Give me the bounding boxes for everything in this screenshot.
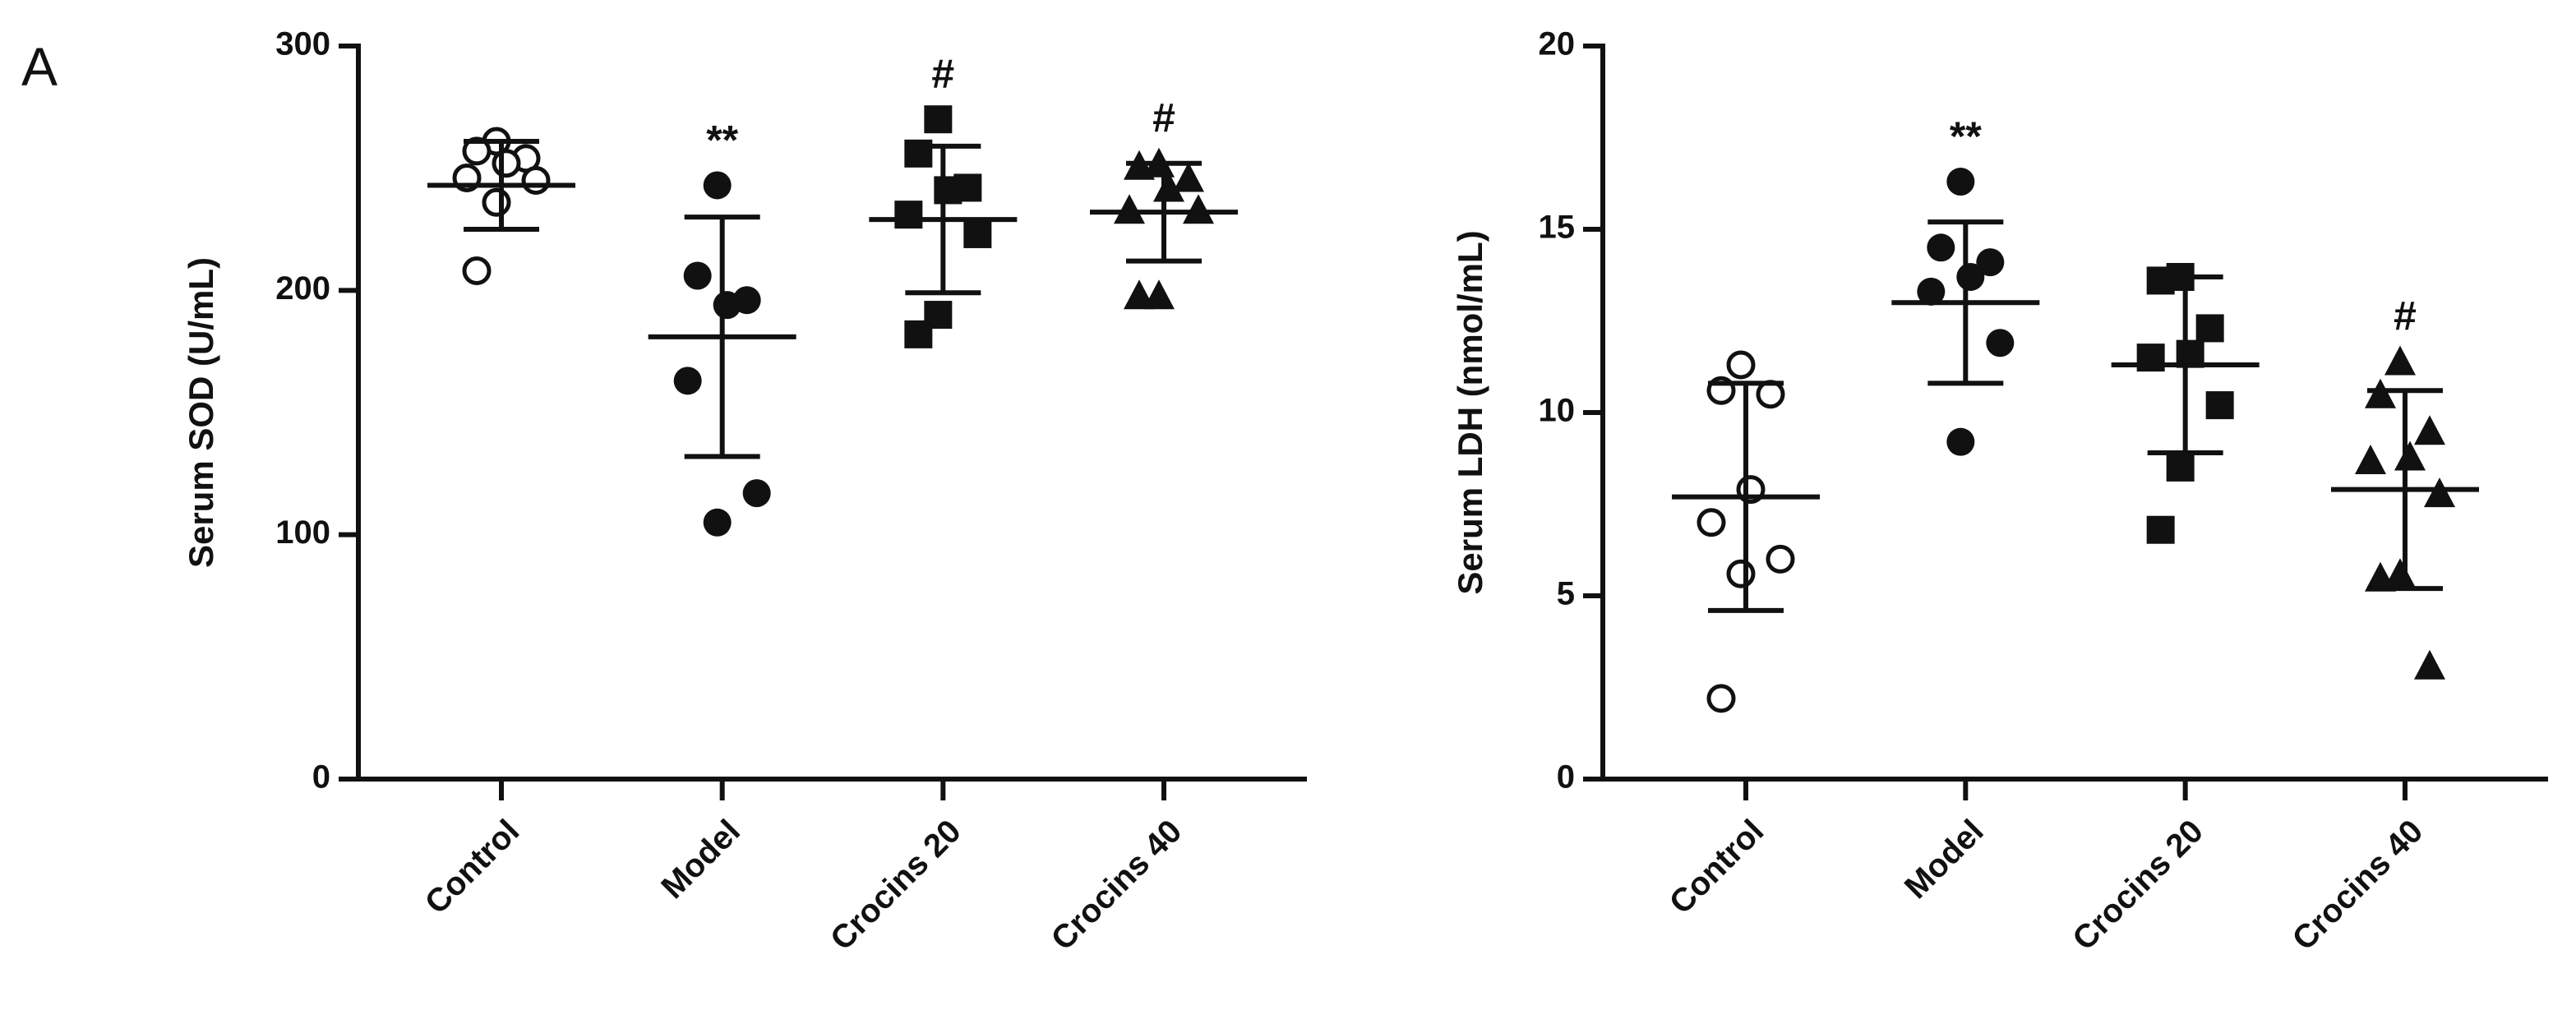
group — [1672, 350, 1820, 713]
x-tick-label: Control — [418, 813, 527, 921]
panel-label: A — [21, 36, 58, 97]
y-tick-label: 300 — [275, 26, 330, 62]
x-tick-label: Model — [1898, 813, 1991, 906]
point — [1706, 684, 1736, 713]
y-axis-label: Serum LDH (nmol/mL) — [1451, 230, 1489, 594]
significance-mark: ** — [1950, 113, 1982, 159]
point — [2414, 415, 2445, 445]
point — [1927, 233, 1955, 262]
y-tick-label: 20 — [1539, 26, 1576, 62]
point — [1917, 277, 1946, 306]
group — [1891, 168, 2040, 456]
group — [1090, 147, 1238, 310]
y-tick-label: 15 — [1539, 210, 1576, 246]
group — [2331, 345, 2479, 680]
y-tick-label: 0 — [312, 759, 330, 796]
point — [1976, 248, 2005, 277]
y-tick-label: 200 — [275, 270, 330, 307]
x-tick-label: Model — [654, 813, 747, 906]
point — [963, 219, 992, 248]
group — [2111, 262, 2260, 544]
point — [1956, 262, 1985, 291]
point — [1124, 279, 1155, 310]
point — [2414, 649, 2445, 680]
point — [713, 291, 741, 320]
point — [2205, 391, 2234, 420]
point — [742, 479, 771, 508]
point — [934, 176, 963, 205]
point — [904, 320, 933, 348]
significance-mark: ** — [706, 117, 738, 163]
y-tick-label: 100 — [275, 514, 330, 551]
x-tick-label: Control — [1663, 813, 1771, 921]
point — [673, 367, 702, 395]
point — [492, 149, 521, 178]
y-tick-label: 5 — [1557, 576, 1575, 612]
point — [1726, 350, 1756, 380]
point — [521, 166, 551, 196]
x-tick-label: Crocins 20 — [2066, 813, 2210, 957]
point — [2365, 378, 2396, 408]
x-tick-label: Crocins 20 — [824, 813, 968, 957]
point — [2424, 477, 2455, 508]
point — [1153, 172, 1184, 202]
significance-mark: # — [1152, 95, 1175, 141]
point — [1986, 329, 2015, 357]
point — [1946, 427, 1975, 456]
significance-mark: # — [931, 51, 954, 97]
point — [894, 201, 923, 229]
point — [703, 171, 732, 200]
point — [2365, 561, 2396, 592]
point — [1114, 194, 1145, 224]
group — [648, 171, 796, 537]
point — [2355, 444, 2386, 474]
y-tick-label: 10 — [1539, 393, 1576, 429]
point — [924, 105, 953, 134]
point — [462, 256, 492, 286]
point — [2384, 345, 2416, 376]
x-tick-label: Crocins 40 — [2286, 813, 2431, 957]
significance-mark: # — [2394, 293, 2417, 339]
point — [2394, 440, 2426, 471]
point — [1173, 162, 1204, 192]
y-axis-label: Serum SOD (U/mL) — [182, 257, 220, 568]
point — [482, 187, 511, 217]
point — [1143, 279, 1175, 310]
point — [2195, 314, 2224, 343]
point — [703, 508, 732, 537]
y-tick-label: 0 — [1557, 759, 1575, 796]
point — [1697, 508, 1726, 537]
point — [1726, 559, 1756, 588]
point — [1183, 194, 1214, 224]
point — [1766, 544, 1795, 574]
point — [462, 136, 492, 166]
group — [427, 127, 575, 286]
point — [2146, 266, 2175, 295]
x-tick-label: Crocins 40 — [1045, 813, 1189, 957]
point — [2384, 558, 2416, 588]
point — [683, 261, 712, 290]
point — [1946, 168, 1975, 196]
group — [869, 105, 1018, 348]
point — [2166, 453, 2195, 482]
point — [2146, 515, 2175, 544]
